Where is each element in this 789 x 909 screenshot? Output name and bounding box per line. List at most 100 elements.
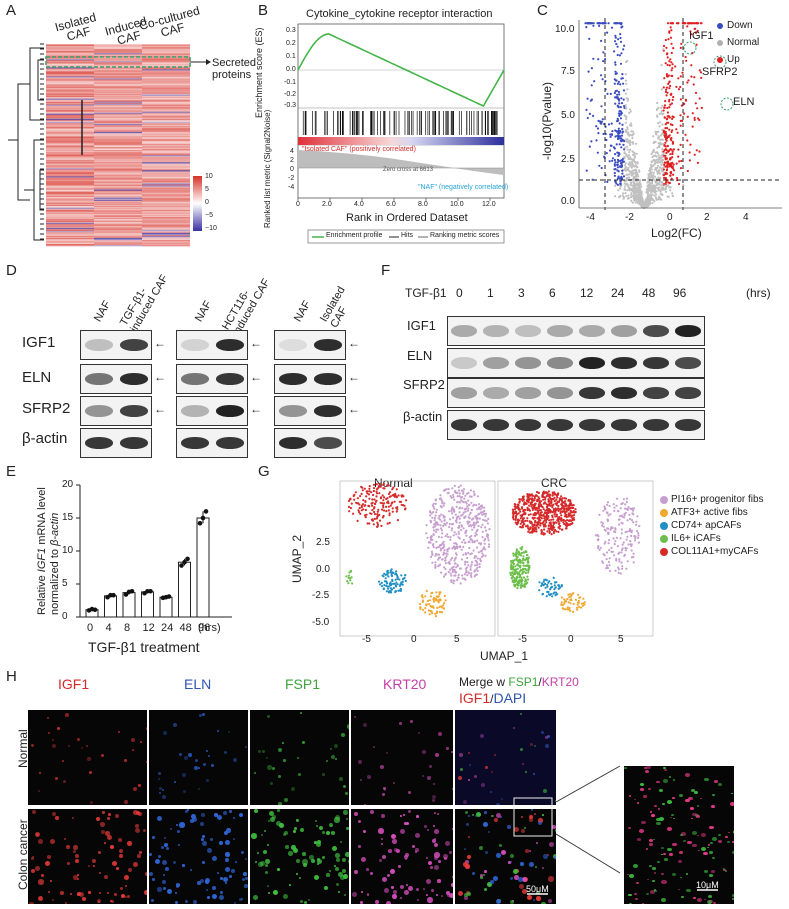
- blot-band: [483, 387, 509, 399]
- timepoint-label: 0: [456, 286, 463, 300]
- es-tick: 0.3: [286, 27, 296, 34]
- blot-strip: [447, 316, 705, 346]
- panel-label-f: F: [381, 262, 391, 279]
- blot-row-label: IGF1: [22, 334, 56, 351]
- blot-band: [515, 357, 541, 369]
- blot-band: [180, 373, 209, 385]
- blot-band: [483, 325, 509, 337]
- y-tick: 10.0: [555, 24, 575, 35]
- rank-axis-label: Ranked list metric (Signal2Noise): [263, 109, 272, 228]
- blot-band: [313, 437, 342, 449]
- legend-down: Down: [727, 20, 753, 31]
- e-x-tick: 48: [179, 622, 192, 634]
- timepoint-label: 1: [487, 286, 494, 300]
- blot-strip: [80, 428, 152, 458]
- x-tick: 2.0: [322, 201, 332, 208]
- panel-a: Isolated CAF Induced CAF Co-cultured CAF Se…: [0, 0, 256, 255]
- blot-row-label: ELN: [22, 369, 52, 386]
- panel-d: NAF TGF-β1- induced CAF NAF HCT116- induce…: [0, 262, 378, 458]
- rank-tick: -4: [288, 184, 295, 191]
- volcano-ylabel: -log10(Pvalue): [540, 81, 554, 160]
- bar: [196, 517, 210, 618]
- pos-correlated-label: "Isolated CAF" (positively correlated): [302, 146, 416, 153]
- replicate-point: [129, 588, 135, 594]
- blot-band: [451, 325, 477, 337]
- replicate-point: [123, 592, 129, 597]
- replicate-point: [197, 520, 203, 526]
- lane-label: NAF: [193, 298, 215, 324]
- e-y-tick: 20: [62, 479, 74, 490]
- blot-band: [278, 339, 307, 351]
- blot-band: [215, 405, 244, 417]
- blot-band: [515, 387, 541, 399]
- es-axis-label: Enrichment score (ES): [254, 27, 264, 118]
- dendrogram: [8, 43, 44, 241]
- es-tick: -0.3: [284, 102, 297, 109]
- rank-tick: 4: [290, 148, 294, 155]
- blot-band: [119, 339, 148, 351]
- micrograph-tile: [250, 710, 349, 805]
- blot-band: [119, 373, 148, 385]
- band-arrow-icon: ←: [250, 336, 262, 350]
- blot-strip: [274, 396, 346, 426]
- gsea-xlabel: Rank in Ordered Dataset: [346, 212, 468, 224]
- lane-label: TGF-β1- induced CAF: [118, 272, 171, 334]
- e-x-tick: 96: [198, 622, 211, 634]
- blot-strip: [447, 348, 705, 378]
- blot-band: [675, 325, 701, 337]
- legend-normal: Normal: [727, 37, 760, 48]
- blot-band: [180, 405, 209, 417]
- x-tick: 0: [667, 212, 673, 223]
- blot-band: [611, 419, 637, 431]
- x-tick: 5: [454, 634, 460, 645]
- gene-label-eln: ELN: [733, 96, 755, 108]
- band-arrow-icon: ←: [348, 402, 360, 416]
- e-x-tick: 8: [124, 622, 131, 634]
- blot-strip: [274, 364, 346, 394]
- blot-strip: [176, 396, 248, 426]
- band-arrow-icon: ←: [348, 370, 360, 384]
- e-y-tick: 10: [62, 545, 74, 556]
- bar: [178, 561, 191, 618]
- replicate-point: [166, 594, 172, 599]
- blot-strip: [80, 364, 152, 394]
- panel-label-g: G: [258, 463, 270, 480]
- y-tick: 2.5: [561, 154, 575, 165]
- lane-label: NAF: [292, 298, 314, 324]
- legend-up: Up: [727, 54, 740, 65]
- merge-label: Merge w FSP1/KRT20 IGF1/DAPI: [459, 675, 579, 706]
- rank-tick: -2: [288, 175, 295, 182]
- replicate-point: [185, 556, 190, 562]
- blot-band: [84, 405, 113, 417]
- rank-tick: 0: [290, 166, 294, 173]
- blot-band: [180, 437, 209, 449]
- blot-band: [451, 387, 477, 399]
- scale-10: 10: [205, 173, 213, 180]
- zoom-inset-tile: [624, 766, 734, 904]
- micrograph-tile: [351, 710, 453, 805]
- gene-label-sfrp2: SFRP2: [702, 66, 738, 78]
- x-tick: 5: [618, 634, 624, 645]
- x-tick: 2: [704, 212, 710, 223]
- blot-band: [547, 419, 573, 431]
- blot-band: [579, 387, 605, 399]
- blot-band: [643, 387, 669, 399]
- blot-band: [215, 437, 244, 449]
- panel-label-c: C: [537, 2, 548, 19]
- replicate-point: [148, 588, 153, 594]
- blot-band: [215, 339, 244, 351]
- blot-band: [611, 325, 637, 337]
- rank-gradient-bar: [298, 137, 504, 145]
- legend-entry: COL11A1+myCAFs: [671, 546, 759, 557]
- timepoint-label: 3: [518, 286, 525, 300]
- scale-0: 0: [205, 199, 209, 206]
- lane-label: Isolated CAF: [318, 284, 350, 330]
- secreted-box: [45, 56, 191, 68]
- legend-entry: IL6+ iCAFs: [671, 533, 721, 544]
- lane-label: NAF: [92, 298, 114, 324]
- blot-band: [579, 325, 605, 337]
- blot-band: [547, 387, 573, 399]
- x-tick: 12.0: [482, 201, 496, 208]
- scale-5: 5: [205, 186, 209, 193]
- panel-b: Cytokine_cytokine receptor interaction E…: [254, 0, 533, 255]
